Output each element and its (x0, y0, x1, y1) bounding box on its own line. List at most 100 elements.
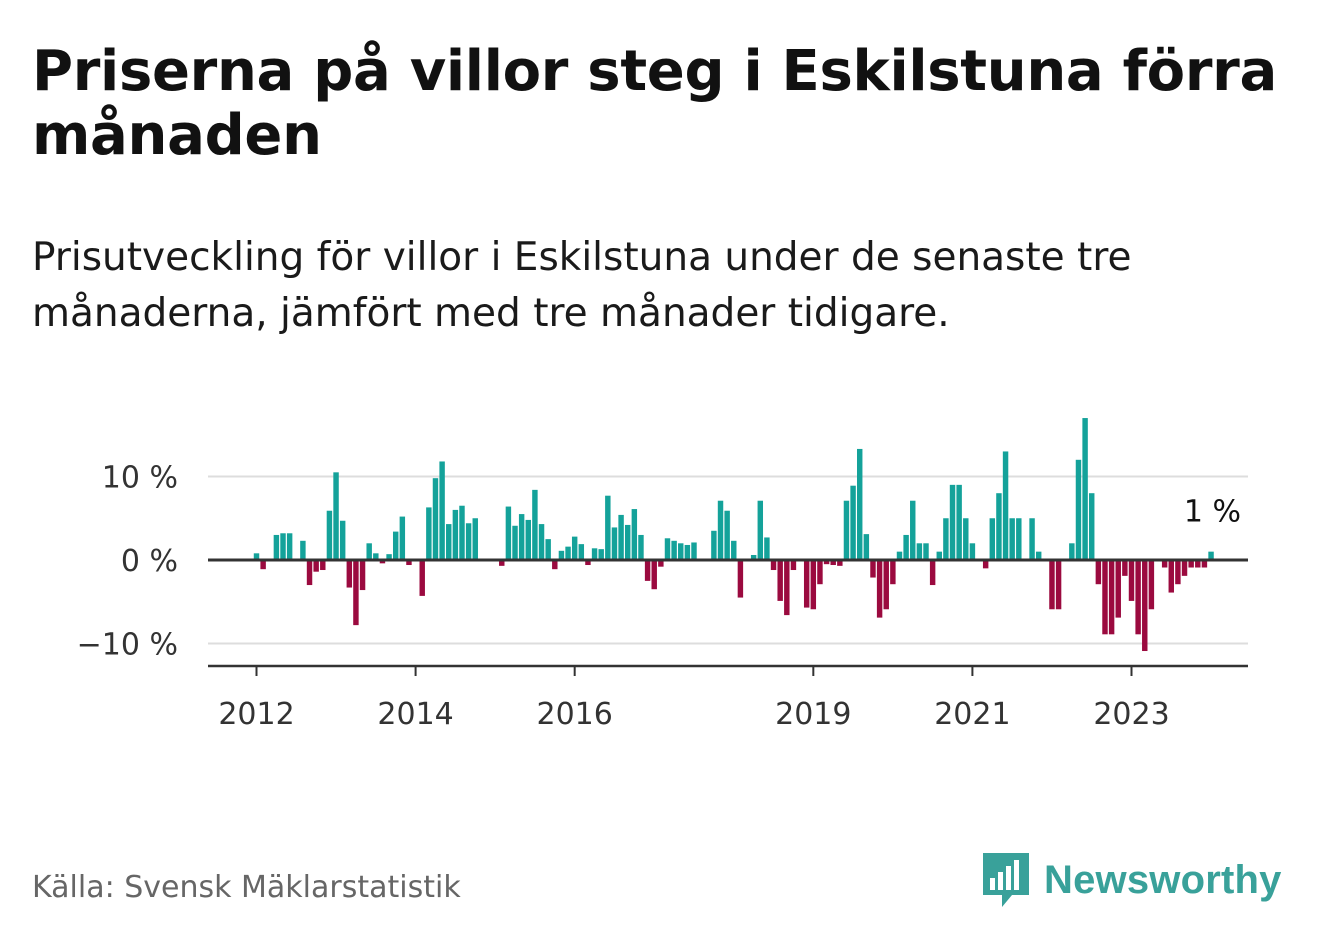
bar (565, 546, 571, 560)
bar (300, 540, 306, 560)
bar (969, 543, 976, 560)
bar (857, 448, 863, 560)
bar (1208, 551, 1214, 560)
x-tick-label: 2014 (377, 697, 453, 732)
bar (1049, 560, 1055, 610)
bar (876, 560, 883, 618)
bar (1148, 560, 1155, 610)
bar (671, 540, 677, 560)
bar (890, 560, 896, 585)
bar (558, 550, 565, 560)
bar (963, 518, 969, 560)
bar (624, 524, 631, 560)
bar (373, 553, 379, 560)
bar (750, 554, 757, 560)
bar (339, 520, 346, 560)
bar (598, 549, 604, 561)
bar (949, 484, 956, 560)
bar (1095, 560, 1102, 585)
newsworthy-logo-icon (983, 853, 1029, 907)
x-tick-label: 2021 (934, 697, 1010, 732)
bar (1188, 560, 1194, 568)
bar (691, 542, 697, 561)
bar (273, 534, 280, 560)
bar (817, 560, 823, 585)
brand[interactable]: Newsworthy (980, 848, 1282, 912)
bar (286, 533, 293, 560)
bar (883, 560, 889, 610)
bar (823, 560, 830, 565)
bar (459, 505, 465, 560)
bar (830, 560, 836, 566)
bar (929, 560, 936, 586)
bar (505, 506, 512, 560)
bar (320, 560, 326, 571)
bar (260, 560, 266, 570)
bar (711, 530, 717, 560)
bar (724, 510, 730, 560)
bar (644, 560, 651, 581)
bar (757, 500, 764, 560)
bar (518, 514, 525, 560)
bar (910, 500, 916, 560)
bar (989, 518, 996, 560)
bar (545, 539, 551, 561)
bar (1029, 518, 1035, 560)
bar (472, 518, 478, 560)
bar (392, 531, 399, 560)
bar (982, 560, 989, 569)
y-tick-label: 0 % (121, 544, 178, 579)
bar (790, 560, 797, 571)
bar (870, 560, 876, 578)
bar (1161, 560, 1168, 568)
bar (956, 484, 962, 560)
bar (406, 560, 412, 566)
bar (936, 551, 942, 560)
bar (253, 553, 260, 560)
bar (810, 560, 817, 610)
x-tick-label: 2012 (218, 697, 294, 732)
bar (770, 560, 777, 571)
bar (419, 560, 425, 596)
bar (943, 518, 949, 560)
bar (1102, 560, 1108, 635)
bar (850, 485, 856, 560)
bar (399, 516, 406, 560)
bar (1128, 560, 1135, 601)
last-value-label: 1 % (1184, 495, 1241, 530)
bar (306, 560, 313, 586)
bar (525, 519, 531, 560)
bar (843, 500, 850, 560)
brand-name: Newsworthy (1044, 857, 1282, 902)
bar (1002, 451, 1009, 560)
bar (764, 537, 770, 560)
bar (1142, 560, 1148, 652)
bar (439, 461, 445, 560)
x-tick-label: 2016 (537, 697, 613, 732)
bar (379, 560, 386, 564)
bar (452, 509, 459, 560)
bar (611, 527, 618, 560)
bar (1016, 518, 1022, 560)
x-tick-label: 2023 (1093, 697, 1169, 732)
bar (432, 478, 439, 560)
bar (386, 554, 392, 560)
bar (1035, 551, 1042, 560)
bar (1089, 493, 1095, 560)
bar (1115, 560, 1121, 618)
bar (638, 534, 644, 560)
bar (631, 509, 638, 560)
bar (333, 472, 339, 560)
bar (903, 534, 909, 560)
bar (1175, 560, 1181, 585)
bar (1082, 418, 1088, 560)
y-tick-label: 10 % (102, 461, 178, 496)
bar (605, 495, 611, 560)
source-note: Källa: Svensk Mäklarstatistik (32, 870, 461, 905)
bar (532, 489, 538, 560)
x-tick-label: 2019 (775, 697, 851, 732)
bar (578, 544, 585, 560)
bar (863, 534, 870, 560)
bar (353, 560, 359, 626)
bar (366, 543, 372, 560)
